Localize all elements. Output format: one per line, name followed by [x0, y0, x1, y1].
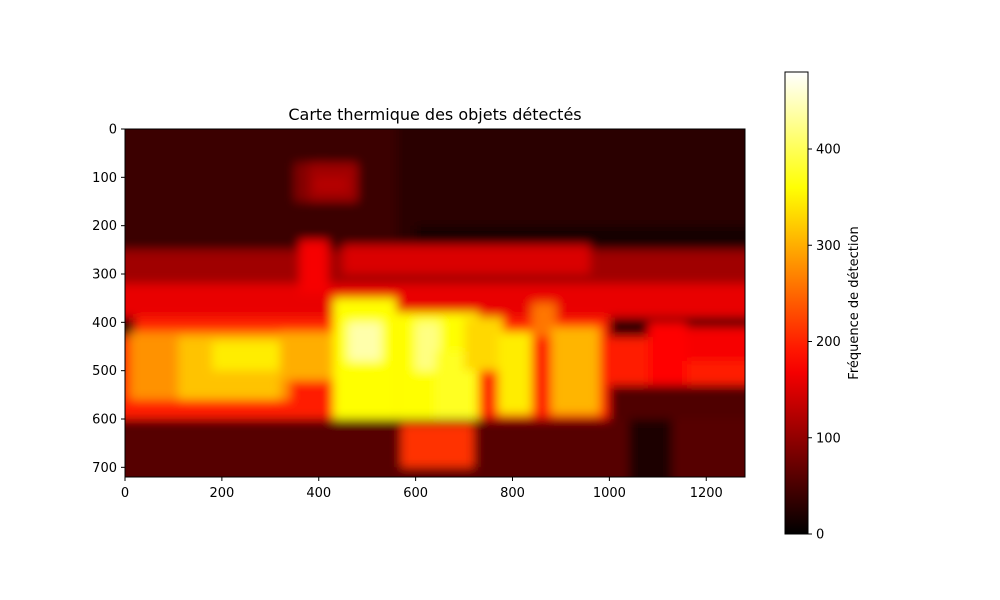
y-tick-label: 300: [92, 268, 117, 283]
x-tick-label: 1200: [690, 486, 723, 501]
x-tick-label: 400: [306, 486, 331, 501]
plot-frame: [124, 128, 746, 478]
chart-title: Carte thermique des objets détectés: [288, 105, 581, 124]
y-tick-label: 600: [92, 413, 117, 428]
colorbar-tick-label: 100: [816, 431, 841, 446]
colorbar-label: Fréquence de détection: [847, 226, 862, 379]
x-axis: 0 200 400 600 800 1000 1200: [121, 477, 723, 501]
colorbar-gradient: [784, 71, 809, 535]
x-tick-label: 800: [500, 486, 525, 501]
colorbar-tick-label: 400: [816, 143, 841, 158]
x-tick-label: 0: [121, 486, 129, 501]
colorbar-tick-label: 0: [816, 528, 824, 543]
heat-cell-25: [648, 322, 687, 386]
heat-cell-22: [497, 332, 532, 415]
heat-cell-5: [299, 240, 329, 294]
heat-cell-21: [464, 317, 503, 371]
x-tick-label: 600: [403, 486, 428, 501]
heat-cell-4: [125, 283, 745, 318]
heat-cell-29: [401, 423, 474, 468]
heat-cell-9: [313, 177, 348, 192]
x-tick-label: 1000: [593, 486, 626, 501]
y-tick-label: 500: [92, 364, 117, 379]
y-tick-label: 100: [92, 171, 117, 186]
heat-cell-30: [628, 419, 673, 477]
heat-cell-17: [347, 322, 382, 361]
plot-area: [125, 129, 745, 477]
heat-cell-24: [551, 327, 600, 415]
y-tick-label: 400: [92, 316, 117, 331]
heat-cell-26: [686, 327, 745, 361]
heat-layer: [125, 129, 745, 477]
x-tick-label: 200: [209, 486, 234, 501]
colorbar: 0 100 200 300 400 Fréquence de détection: [784, 71, 862, 543]
heat-cell-6: [342, 245, 590, 274]
y-axis: 0 100 200 300 400 500 600 700: [92, 123, 125, 476]
colorbar-tick-label: 300: [816, 239, 841, 254]
colorbar-ticks: 0 100 200 300 400: [808, 143, 841, 543]
y-tick-label: 0: [109, 123, 117, 138]
y-tick-label: 700: [92, 461, 117, 476]
colorbar-tick-label: 200: [816, 335, 841, 350]
y-tick-label: 200: [92, 219, 117, 234]
